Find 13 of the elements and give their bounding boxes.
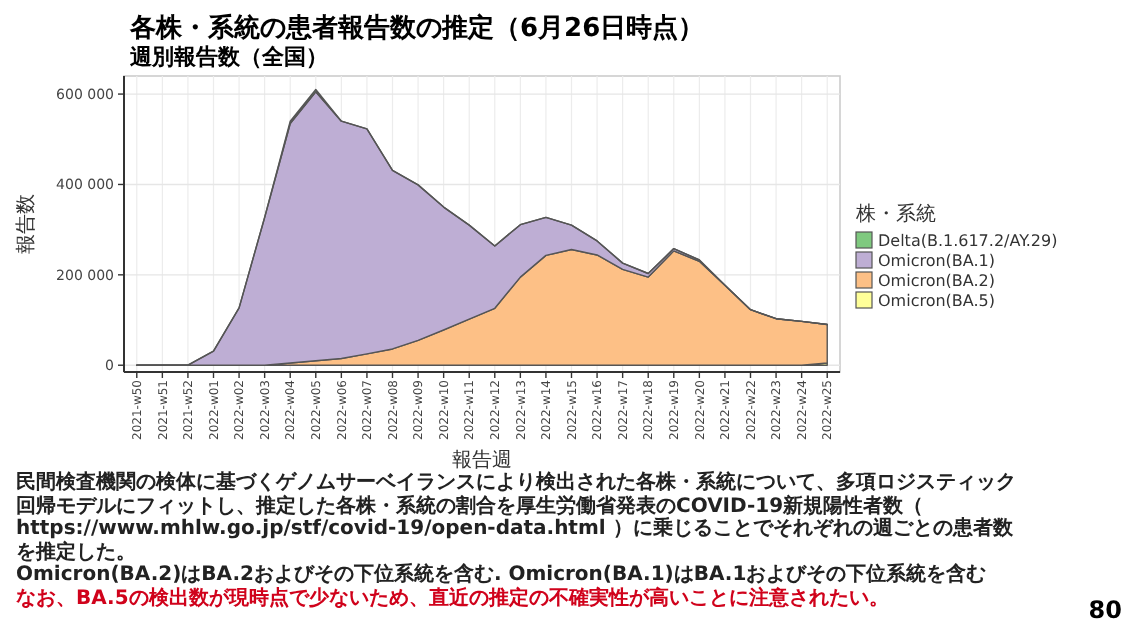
legend-label: Omicron(BA.5) bbox=[878, 292, 995, 310]
chart-subtitle: 週別報告数（全国） bbox=[128, 44, 328, 70]
y-axis-title: 報告数 bbox=[14, 194, 38, 254]
legend-label: Omicron(BA.1) bbox=[878, 252, 995, 270]
text: Omicron(BA.2)はBA.2およびその下位系統を含む. Omicron(BA.1)はBA.1およびその下位系統を含む bbox=[16, 564, 989, 586]
x-axis-title: 報告週 bbox=[452, 448, 512, 472]
legend-label: Omicron(BA.2) bbox=[878, 272, 995, 290]
text: なお、BA.5の検出数が現時点で少ないため、直近の推定の不確実性が高いことに注意されたい。 bbox=[16, 587, 891, 610]
chart-title: 各株・系統の患者報告数の推定（6月26日時点） bbox=[128, 12, 705, 44]
legend-title: 株・系統 bbox=[854, 202, 936, 226]
text: 民間検査機関の検体に基づくゲノムサーベイランスにより検出された各株・系統について、多項ロジスティック回帰モデルにフィットし、推定した各株・系統の割合を厚生労働省発表のCOVID-19新規陽性者数（ https://www.mhlw.go.jp/stf/covid-19/open-data.html ）に乗じることでそれぞれの週ごとの患者数を推定した。 bbox=[16, 472, 1016, 563]
text: 80 bbox=[1088, 596, 1122, 624]
legend-label: Delta(B.1.617.2/AY.29) bbox=[878, 232, 1058, 250]
